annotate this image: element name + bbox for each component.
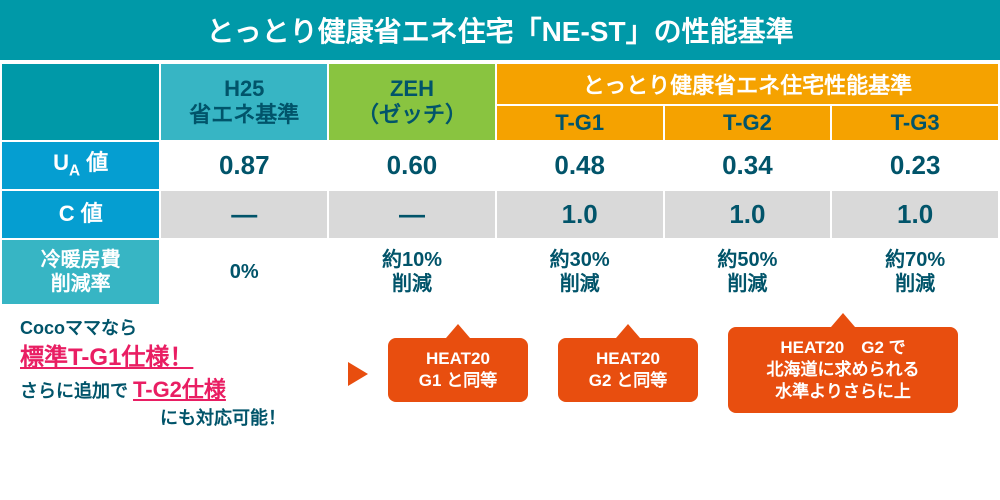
- row-label-cost: 冷暖房費 削減率: [2, 240, 159, 304]
- title-text: とっとり健康省エネ住宅「NE-ST」の性能基準: [206, 16, 793, 47]
- c-zeh: ―: [329, 191, 495, 238]
- cost-tg1: 約30% 削減: [497, 240, 663, 304]
- cost-tg2: 約50% 削減: [665, 240, 831, 304]
- c-tg1: 1.0: [497, 191, 663, 238]
- c-h25: ―: [161, 191, 327, 238]
- ua-zeh: 0.60: [329, 142, 495, 189]
- ua-tg2: 0.34: [665, 142, 831, 189]
- c-tg2: 1.0: [665, 191, 831, 238]
- further-text: さらに追加で: [20, 381, 128, 401]
- cost-zeh-1: 約10%: [382, 249, 442, 271]
- cost-tg3-2: 削減: [895, 273, 935, 295]
- c3-l2: 北海道に求められる: [767, 360, 920, 379]
- ua-tg3: 0.23: [832, 142, 998, 189]
- corner-cell: [2, 64, 159, 140]
- cost-label-2: 削減率: [51, 273, 111, 295]
- header-tg3: T-G3: [832, 106, 998, 140]
- left-text-block: Cocoママなら 標準T-G1仕様！ さらに追加で T-G2仕様 にも対応可能！: [20, 316, 286, 431]
- header-tg1: T-G1: [497, 106, 663, 140]
- callout-3: HEAT20 G2 で 北海道に求められる 水準よりさらに上: [728, 327, 958, 413]
- header-h25: H25 省エネ基準: [161, 64, 327, 140]
- title-bar: とっとり健康省エネ住宅「NE-ST」の性能基準: [0, 0, 1000, 62]
- callout-1: HEAT20 G1 と同等: [388, 338, 528, 402]
- zeh-line1: ZEH: [390, 76, 434, 101]
- c2-l2: G2 と同等: [589, 371, 667, 390]
- ua-tg1: 0.48: [497, 142, 663, 189]
- header-tottori-group: とっとり健康省エネ住宅性能基準: [497, 64, 998, 104]
- std-spec-text: 標準T-G1仕様！: [20, 344, 193, 371]
- cost-zeh-2: 削減: [392, 273, 432, 295]
- c3-l3: 水準よりさらに上: [775, 382, 911, 401]
- row-ua: UA 値 0.87 0.60 0.48 0.34 0.23: [2, 142, 998, 189]
- cost-tg1-2: 削減: [560, 273, 600, 295]
- cost-tg1-1: 約30%: [550, 249, 610, 271]
- c3-l1: HEAT20 G2 で: [780, 338, 905, 357]
- cost-h25: 0%: [161, 240, 327, 304]
- cost-tg2-2: 削減: [727, 273, 767, 295]
- zeh-line2: （ゼッチ）: [357, 102, 467, 127]
- c2-l1: HEAT20: [596, 349, 660, 368]
- row-cost: 冷暖房費 削減率 0% 約10% 削減 約30% 削減 約50% 削減 約70%…: [2, 240, 998, 304]
- bottom-area: Cocoママなら 標準T-G1仕様！ さらに追加で T-G2仕様 にも対応可能！…: [0, 312, 1000, 452]
- header-row-1: H25 省エネ基準 ZEH （ゼッチ） とっとり健康省エネ住宅性能基準: [2, 64, 998, 104]
- row-label-c: C 値: [2, 191, 159, 238]
- ua-pre: U: [53, 150, 69, 175]
- callout-2: HEAT20 G2 と同等: [558, 338, 698, 402]
- tg2-spec-text: T-G2仕様: [133, 377, 226, 402]
- c-tg3: 1.0: [832, 191, 998, 238]
- c1-l2: G1 と同等: [419, 371, 497, 390]
- row-label-ua: UA 値: [2, 142, 159, 189]
- cost-tg2-1: 約50%: [717, 249, 777, 271]
- triangle-icon: [348, 362, 368, 386]
- cost-tg3-1: 約70%: [885, 249, 945, 271]
- cost-zeh: 約10% 削減: [329, 240, 495, 304]
- cost-tg3: 約70% 削減: [832, 240, 998, 304]
- c1-l1: HEAT20: [426, 349, 490, 368]
- performance-table: H25 省エネ基準 ZEH （ゼッチ） とっとり健康省エネ住宅性能基準 T-G1…: [0, 62, 1000, 306]
- h25-line1: H25: [224, 76, 264, 101]
- header-zeh: ZEH （ゼッチ）: [329, 64, 495, 140]
- header-tg2: T-G2: [665, 106, 831, 140]
- cost-label-1: 冷暖房費: [41, 249, 121, 271]
- h25-line2: 省エネ基準: [189, 102, 299, 127]
- ua-sub: A: [69, 162, 80, 179]
- coco-text: Cocoママなら: [20, 318, 137, 338]
- row-c: C 値 ― ― 1.0 1.0 1.0: [2, 191, 998, 238]
- also-text: にも対応可能！: [160, 408, 286, 428]
- ua-post: 値: [80, 150, 108, 175]
- ua-h25: 0.87: [161, 142, 327, 189]
